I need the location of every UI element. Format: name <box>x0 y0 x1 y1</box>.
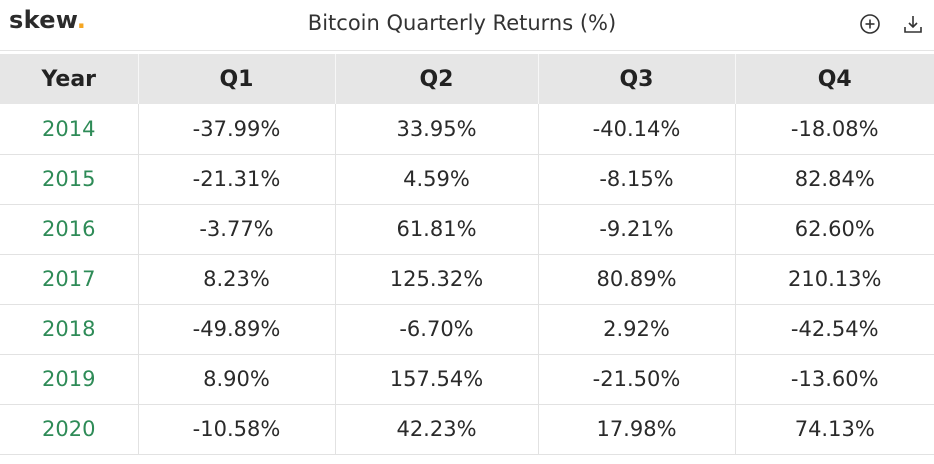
return-cell: 8.23% <box>138 254 336 305</box>
table-row: 2020 -10.58% 42.23% 17.98% 74.13% <box>0 404 934 455</box>
brand-logo[interactable]: skew. <box>9 6 86 34</box>
return-cell: 8.90% <box>138 354 336 405</box>
year-cell: 2019 <box>0 354 139 405</box>
year-cell: 2016 <box>0 204 139 255</box>
return-cell: -13.60% <box>735 354 934 405</box>
table-row: 2018 -49.89% -6.70% 2.92% -42.54% <box>0 304 934 355</box>
return-cell: 62.60% <box>735 204 934 255</box>
table-row: 2017 8.23% 125.32% 80.89% 210.13% <box>0 254 934 305</box>
year-cell: 2018 <box>0 304 139 355</box>
column-header-q2[interactable]: Q2 <box>335 54 539 104</box>
year-cell: 2014 <box>0 104 139 155</box>
add-circle-icon[interactable] <box>859 13 881 35</box>
return-cell: 33.95% <box>335 104 539 155</box>
column-header-year[interactable]: Year <box>0 54 139 104</box>
column-header-q3[interactable]: Q3 <box>538 54 736 104</box>
return-cell: -40.14% <box>538 104 736 155</box>
year-cell: 2020 <box>0 404 139 455</box>
brand-name: skew <box>9 6 77 34</box>
returns-table: Year Q1 Q2 Q3 Q4 2014 -37.99% 33.95% -40… <box>0 54 934 455</box>
return-cell: 210.13% <box>735 254 934 305</box>
table-row: 2019 8.90% 157.54% -21.50% -13.60% <box>0 354 934 405</box>
return-cell: -18.08% <box>735 104 934 155</box>
return-cell: 4.59% <box>335 154 539 205</box>
year-cell: 2017 <box>0 254 139 305</box>
brand-dot: . <box>76 6 87 34</box>
return-cell: 125.32% <box>335 254 539 305</box>
download-icon[interactable] <box>902 13 924 35</box>
chart-header: skew. Bitcoin Quarterly Returns (%) <box>0 0 934 51</box>
return-cell: -21.31% <box>138 154 336 205</box>
return-cell: 74.13% <box>735 404 934 455</box>
return-cell: -42.54% <box>735 304 934 355</box>
return-cell: 2.92% <box>538 304 736 355</box>
return-cell: 82.84% <box>735 154 934 205</box>
return-cell: -6.70% <box>335 304 539 355</box>
return-cell: 157.54% <box>335 354 539 405</box>
return-cell: 80.89% <box>538 254 736 305</box>
return-cell: 42.23% <box>335 404 539 455</box>
year-cell: 2015 <box>0 154 139 205</box>
return-cell: -37.99% <box>138 104 336 155</box>
return-cell: -21.50% <box>538 354 736 405</box>
return-cell: -3.77% <box>138 204 336 255</box>
table-header-row: Year Q1 Q2 Q3 Q4 <box>0 54 934 104</box>
return-cell: -8.15% <box>538 154 736 205</box>
chart-title: Bitcoin Quarterly Returns (%) <box>307 11 617 35</box>
column-header-q4[interactable]: Q4 <box>817 66 852 92</box>
table-row: 2014 -37.99% 33.95% -40.14% -18.08% <box>0 104 934 155</box>
return-cell: -10.58% <box>138 404 336 455</box>
return-cell: 61.81% <box>335 204 539 255</box>
return-cell: -9.21% <box>538 204 736 255</box>
column-header-q1[interactable]: Q1 <box>138 54 336 104</box>
table-row: 2016 -3.77% 61.81% -9.21% 62.60% <box>0 204 934 255</box>
return-cell: -49.89% <box>138 304 336 355</box>
return-cell: 17.98% <box>538 404 736 455</box>
table-row: 2015 -21.31% 4.59% -8.15% 82.84% <box>0 154 934 205</box>
